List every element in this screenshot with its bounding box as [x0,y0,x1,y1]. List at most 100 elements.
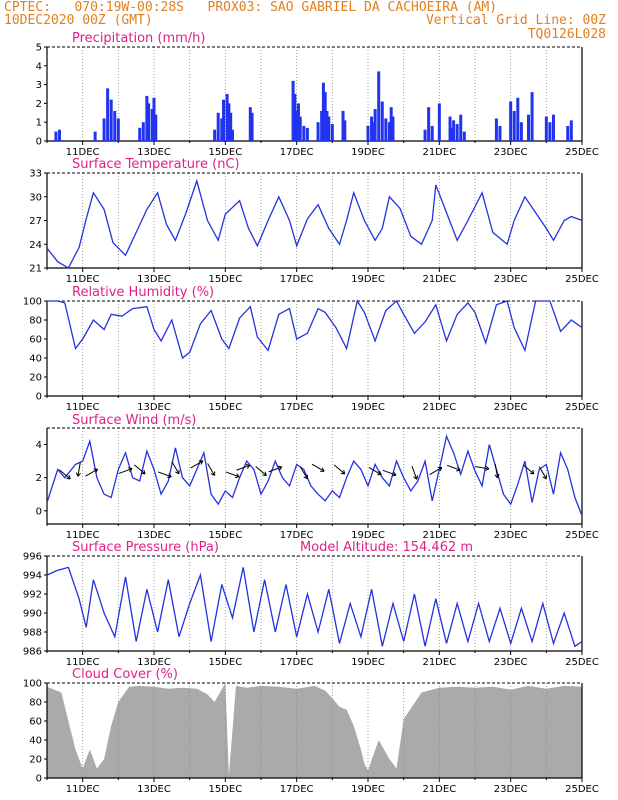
precip-bar [305,127,309,141]
x-tick-label: 19DEC [351,530,385,541]
wind-arrow-shaft [475,466,490,470]
temp-line [46,178,583,269]
wind-arrow-shaft [207,463,215,476]
wind-arrow-head [262,471,267,477]
precip-bar [250,112,254,141]
x-tick-label: 11DEC [66,274,100,285]
precip-bar [498,125,502,141]
x-tick-label: 23DEC [494,147,528,158]
wind-arrow-head [235,473,240,479]
precip-bar [462,131,466,141]
wind-arrow-shaft [333,464,346,475]
y-tick-label: 100 [23,297,42,308]
wind-arrow-head [494,474,500,479]
pres-title: Surface Pressure (hPa) [72,540,219,555]
x-tick-label: 11DEC [66,784,100,795]
x-tick-label: 15DEC [208,147,242,158]
precip-bar [330,124,334,141]
precip-bar [57,129,61,141]
wind-arrow-head [66,474,71,480]
precip-bar [373,109,377,141]
y-tick-label: 40 [29,736,42,747]
precip-bar [527,114,530,141]
precip-title: Precipitation (mm/h) [72,31,205,46]
y-tick-label: 988 [23,628,42,639]
precip-bar [109,99,113,141]
x-tick-label: 11DEC [66,530,100,541]
precip-bar [154,114,158,141]
wind-panel: 0 2 4 11DEC 13DEC 15DEC 17DEC 19DEC 21DEC 23DEC 25… [36,413,599,541]
precip-bar [509,101,513,141]
x-tick-label: 19DEC [351,274,385,285]
wind-arrow-shaft [225,471,240,478]
precip-bar [138,127,142,141]
wind-arrow-shaft [190,460,204,469]
x-tick-label: 13DEC [137,530,171,541]
precip-bar [452,120,456,141]
precip-bar [227,103,231,141]
precip-bar [450,127,454,141]
precip-bar [141,122,145,141]
x-tick-label: 17DEC [280,147,314,158]
x-tick-label: 13DEC [137,657,171,668]
wind-arrow-shaft [85,468,98,477]
y-tick-label: 60 [29,717,42,728]
x-tick-label: 23DEC [494,402,528,413]
precip-bar [216,112,220,141]
precip-bar [366,125,370,141]
wind-arrow-head [542,474,547,480]
y-tick-label: 60 [29,335,42,346]
precip-bar [298,116,302,141]
wind-arrows [59,460,547,480]
precip-bar [343,120,347,141]
y-tick-label: 0 [36,506,42,517]
y-tick-label: 3 [36,80,42,91]
y-tick-label: 990 [23,609,42,620]
precip-bar [325,110,329,141]
wind-arrow-head [198,460,204,465]
precip-bar [512,110,516,141]
x-tick-label: 21DEC [422,784,456,795]
precip-bar [248,107,252,141]
x-tick-label: 21DEC [422,530,456,541]
y-tick-label: 992 [23,590,42,601]
x-tick-label: 11DEC [66,402,100,413]
precip-bar [387,122,391,141]
cloud-panel: 0 20 40 60 80 100 11DEC 13DEC 15DEC 17DEC 19DEC 21D… [23,667,599,795]
x-tick-label: 13DEC [137,147,171,158]
temp-panel: 21 24 27 30 33 11DEC 13DEC 15DEC 17DEC 19DEC 21DEC… [29,157,599,285]
cloud-cover-area [47,683,582,778]
precip-bar [423,129,427,141]
y-tick-label: 20 [29,373,42,384]
precip-bar [225,94,229,141]
precip-bar [296,103,300,141]
y-tick-label: 80 [29,316,42,327]
x-tick-label: 13DEC [137,402,171,413]
y-tick-label: 0 [36,774,42,785]
x-tick-label: 21DEC [422,402,456,413]
precip-bar [448,116,452,141]
precip-bar [116,118,120,141]
precip-bar [293,94,297,141]
wind-arrow-shaft [368,467,382,475]
precip-bar [371,122,375,141]
precip-bar [380,101,384,141]
x-tick-label: 11DEC [66,657,100,668]
precip-bar [213,129,217,141]
precip-bar [93,131,97,141]
wind-arrow-head [437,466,443,472]
x-tick-label: 11DEC [66,147,100,158]
y-tick-label: 986 [23,647,42,658]
wind-arrow-shaft [171,461,180,475]
precip-bar [302,125,306,141]
y-tick-label: 20 [29,755,42,766]
wind-arrow-head [303,474,308,480]
precip-bar [427,107,431,141]
wind-title: Surface Wind (m/s) [72,413,196,428]
wind-arrow-head [245,463,251,469]
wind-arrow-shaft [446,464,461,471]
wind-arrow-head [485,465,490,471]
wind-arrow-head [340,469,346,475]
wind-arrow-head [75,472,81,477]
x-tick-label: 21DEC [422,147,456,158]
